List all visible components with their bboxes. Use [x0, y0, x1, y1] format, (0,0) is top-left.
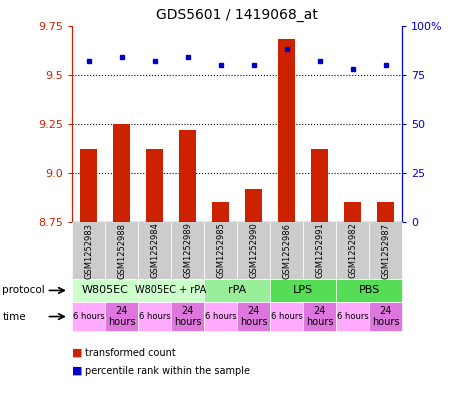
Bar [213, 202, 229, 222]
Text: 6 hours: 6 hours [271, 312, 303, 321]
Text: time: time [2, 312, 26, 321]
Text: 24
hours: 24 hours [306, 306, 333, 327]
Text: 6 hours: 6 hours [205, 312, 237, 321]
Text: 6 hours: 6 hours [337, 312, 369, 321]
Text: ■: ■ [72, 348, 83, 358]
Bar [378, 202, 394, 222]
Text: GSM1252991: GSM1252991 [315, 223, 324, 278]
Text: ■: ■ [72, 365, 83, 376]
Text: GSM1252986: GSM1252986 [282, 222, 291, 279]
Text: GSM1252987: GSM1252987 [381, 222, 390, 279]
Text: GSM1252990: GSM1252990 [249, 223, 258, 278]
Text: transformed count: transformed count [85, 348, 176, 358]
Text: GSM1252982: GSM1252982 [348, 222, 357, 279]
Text: PBS: PBS [359, 285, 380, 296]
Text: percentile rank within the sample: percentile rank within the sample [85, 365, 250, 376]
Text: W805EC + rPA: W805EC + rPA [135, 285, 207, 296]
Bar [312, 149, 328, 222]
Text: 6 hours: 6 hours [139, 312, 171, 321]
Text: W805EC: W805EC [82, 285, 128, 296]
Bar [279, 39, 295, 222]
Text: 24
hours: 24 hours [108, 306, 135, 327]
Text: GSM1252988: GSM1252988 [117, 222, 126, 279]
Bar [113, 124, 130, 222]
Title: GDS5601 / 1419068_at: GDS5601 / 1419068_at [156, 8, 318, 22]
Text: 24
hours: 24 hours [174, 306, 201, 327]
Text: GSM1252985: GSM1252985 [216, 222, 225, 279]
Text: 6 hours: 6 hours [73, 312, 105, 321]
Text: protocol: protocol [2, 285, 45, 296]
Text: 24
hours: 24 hours [240, 306, 267, 327]
Text: GSM1252983: GSM1252983 [84, 222, 93, 279]
Text: rPA: rPA [228, 285, 246, 296]
Text: 24
hours: 24 hours [372, 306, 399, 327]
Text: LPS: LPS [293, 285, 313, 296]
Bar [146, 149, 163, 222]
Bar [80, 149, 97, 222]
Text: GSM1252984: GSM1252984 [150, 222, 159, 279]
Text: GSM1252989: GSM1252989 [183, 222, 192, 279]
Bar [179, 130, 196, 222]
Bar [345, 202, 361, 222]
Bar [246, 189, 262, 222]
